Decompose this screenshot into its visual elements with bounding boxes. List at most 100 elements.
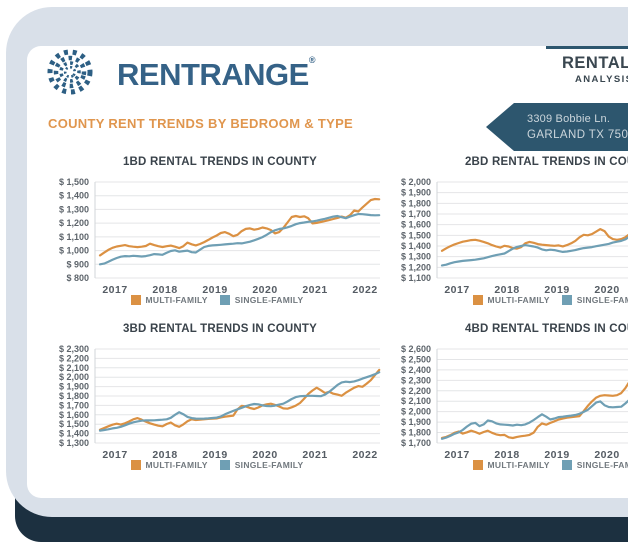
legend-item-multi-family: MULTI-FAMILY	[472, 295, 550, 305]
header-rule	[546, 46, 628, 49]
y-tick-label: $ 900	[66, 259, 89, 269]
y-tick-label: $ 1,500	[401, 230, 431, 240]
x-tick-label: 2019	[544, 449, 569, 461]
y-tick-label: $ 1,200	[59, 218, 89, 228]
y-tick-label: $ 1,500	[59, 419, 89, 429]
page-title: COUNTY RENT TRENDS BY BEDROOM & TYPE	[48, 116, 354, 131]
y-tick-label: $ 2,100	[401, 396, 431, 406]
legend-label: SINGLE-FAMILY	[576, 460, 628, 470]
report-type-label: RENTAL	[562, 54, 628, 72]
y-tick-label: $ 1,600	[59, 410, 89, 420]
legend-item-multi-family: MULTI-FAMILY	[130, 460, 208, 470]
y-tick-label: $ 1,300	[401, 252, 431, 262]
legend-swatch	[130, 460, 141, 470]
y-tick-label: $ 2,500	[401, 354, 431, 364]
y-tick-label: $ 2,200	[401, 386, 431, 396]
y-tick-label: $ 2,400	[401, 365, 431, 375]
chart-4bd-rental-trends: 4BD RENTAL TRENDS IN COUNTY $ 2,600$ 2,5…	[369, 321, 628, 489]
y-tick-label: $ 1,700	[59, 400, 89, 410]
address-banner-body: 3309 Bobbie Ln. GARLAND TX 75042	[514, 103, 628, 151]
x-tick-label: 2022	[352, 284, 377, 296]
y-tick-label: $ 1,500	[59, 177, 89, 187]
x-tick-label: 2019	[544, 284, 569, 296]
chart-title: 4BD RENTAL TRENDS IN COUNTY	[464, 323, 628, 335]
legend-label: MULTI-FAMILY	[145, 460, 208, 470]
legend-swatch	[472, 295, 483, 305]
chart-title: 2BD RENTAL TRENDS IN COUNTY	[464, 156, 628, 168]
chart-plot-area: $ 2,600$ 2,500$ 2,400$ 2,300$ 2,200$ 2,1…	[401, 344, 628, 461]
y-tick-label: $ 2,200	[59, 353, 89, 363]
chart-title: 1BD RENTAL TRENDS IN COUNTY	[122, 156, 318, 168]
x-tick-label: 2022	[352, 449, 377, 461]
y-tick-label: $ 1,100	[401, 273, 431, 283]
y-tick-label: $ 1,300	[59, 438, 89, 448]
legend-label: SINGLE-FAMILY	[234, 295, 304, 305]
y-tick-label: $ 1,400	[401, 241, 431, 251]
address-line1: 3309 Bobbie Ln.	[527, 113, 611, 125]
address-line2: GARLAND TX 75042	[527, 129, 628, 141]
legend-label: MULTI-FAMILY	[487, 460, 550, 470]
series-line-multi-family	[98, 197, 381, 257]
legend-label: SINGLE-FAMILY	[576, 295, 628, 305]
y-tick-label: $ 1,400	[59, 429, 89, 439]
x-tick-label: 2020	[594, 284, 619, 296]
y-tick-label: $ 800	[66, 273, 89, 283]
legend-swatch	[219, 460, 230, 470]
chart-plot-area: $ 1,500 $ 1,400 $ 1,300 $ 1,200 $ 1,100 $ 1,0…	[59, 177, 381, 296]
y-tick-label: $ 1,200	[401, 262, 431, 272]
y-tick-label: $ 1,800	[401, 198, 431, 208]
y-tick-label: $ 1,100	[59, 232, 89, 242]
registered-mark: ®	[308, 55, 316, 65]
x-tick-label: 2017	[444, 284, 469, 296]
x-tick-label: 2018	[494, 449, 519, 461]
y-tick-label: $ 2,000	[401, 407, 431, 417]
x-tick-label: 2018	[494, 284, 519, 296]
x-tick-label: 2017	[102, 449, 127, 461]
x-tick-label: 2018	[152, 284, 177, 296]
y-tick-label: $ 1,300	[59, 204, 89, 214]
x-tick-label: 2017	[444, 449, 469, 461]
legend-label: SINGLE-FAMILY	[234, 460, 304, 470]
legend-item-single-family: SINGLE-FAMILY	[219, 460, 304, 470]
y-tick-label: $ 1,600	[401, 220, 431, 230]
legend-item-multi-family: MULTI-FAMILY	[472, 460, 550, 470]
y-tick-label: $ 1,000	[59, 246, 89, 256]
rentrange-logo-icon	[47, 49, 93, 100]
series-line-multi-family	[440, 381, 628, 440]
chart-plot-area: $ 2,300$ 2,200$ 2,100$ 2,000$ 1,900$ 1,8…	[59, 344, 381, 461]
chart-title: 3BD RENTAL TRENDS IN COUNTY	[122, 323, 318, 335]
x-tick-label: 2021	[302, 449, 327, 461]
y-tick-label: $ 1,700	[401, 209, 431, 219]
x-tick-label: 2017	[102, 284, 127, 296]
chart-legend: MULTI-FAMILY SINGLE-FAMILY	[384, 295, 628, 305]
y-tick-label: $ 2,600	[401, 344, 431, 354]
y-tick-label: $ 2,100	[59, 363, 89, 373]
y-tick-label: $ 2,000	[401, 177, 431, 187]
x-tick-label: 2021	[302, 284, 327, 296]
y-tick-label: $ 2,300	[59, 344, 89, 354]
legend-label: MULTI-FAMILY	[145, 295, 208, 305]
chart-1bd-rental-trends: 1BD RENTAL TRENDS IN COUNTY $ 1,500 $ 1,4…	[27, 154, 447, 322]
series-line-single-family	[98, 371, 381, 432]
x-tick-label: 2020	[594, 449, 619, 461]
chart-legend: MULTI-FAMILY SINGLE-FAMILY	[384, 460, 628, 470]
x-tick-label: 2019	[202, 449, 227, 461]
series-line-single-family	[98, 212, 381, 266]
y-tick-label: $ 1,900	[401, 417, 431, 427]
chart-legend: MULTI-FAMILY SINGLE-FAMILY	[42, 460, 392, 470]
legend-item-single-family: SINGLE-FAMILY	[561, 295, 628, 305]
report-subtype-label: ANALYSIS	[575, 74, 628, 85]
x-tick-label: 2018	[152, 449, 177, 461]
y-tick-label: $ 1,800	[59, 391, 89, 401]
y-tick-label: $ 2,000	[59, 372, 89, 382]
x-tick-label: 2020	[252, 284, 277, 296]
y-tick-label: $ 1,800	[401, 428, 431, 438]
legend-swatch	[561, 295, 572, 305]
legend-label: MULTI-FAMILY	[487, 295, 550, 305]
series-line-single-family	[440, 399, 628, 440]
chart-2bd-rental-trends: 2BD RENTAL TRENDS IN COUNTY $ 2,000$ 1,9…	[369, 154, 628, 322]
series-line-single-family	[440, 236, 628, 267]
legend-item-single-family: SINGLE-FAMILY	[219, 295, 304, 305]
x-tick-label: 2019	[202, 284, 227, 296]
legend-item-single-family: SINGLE-FAMILY	[561, 460, 628, 470]
